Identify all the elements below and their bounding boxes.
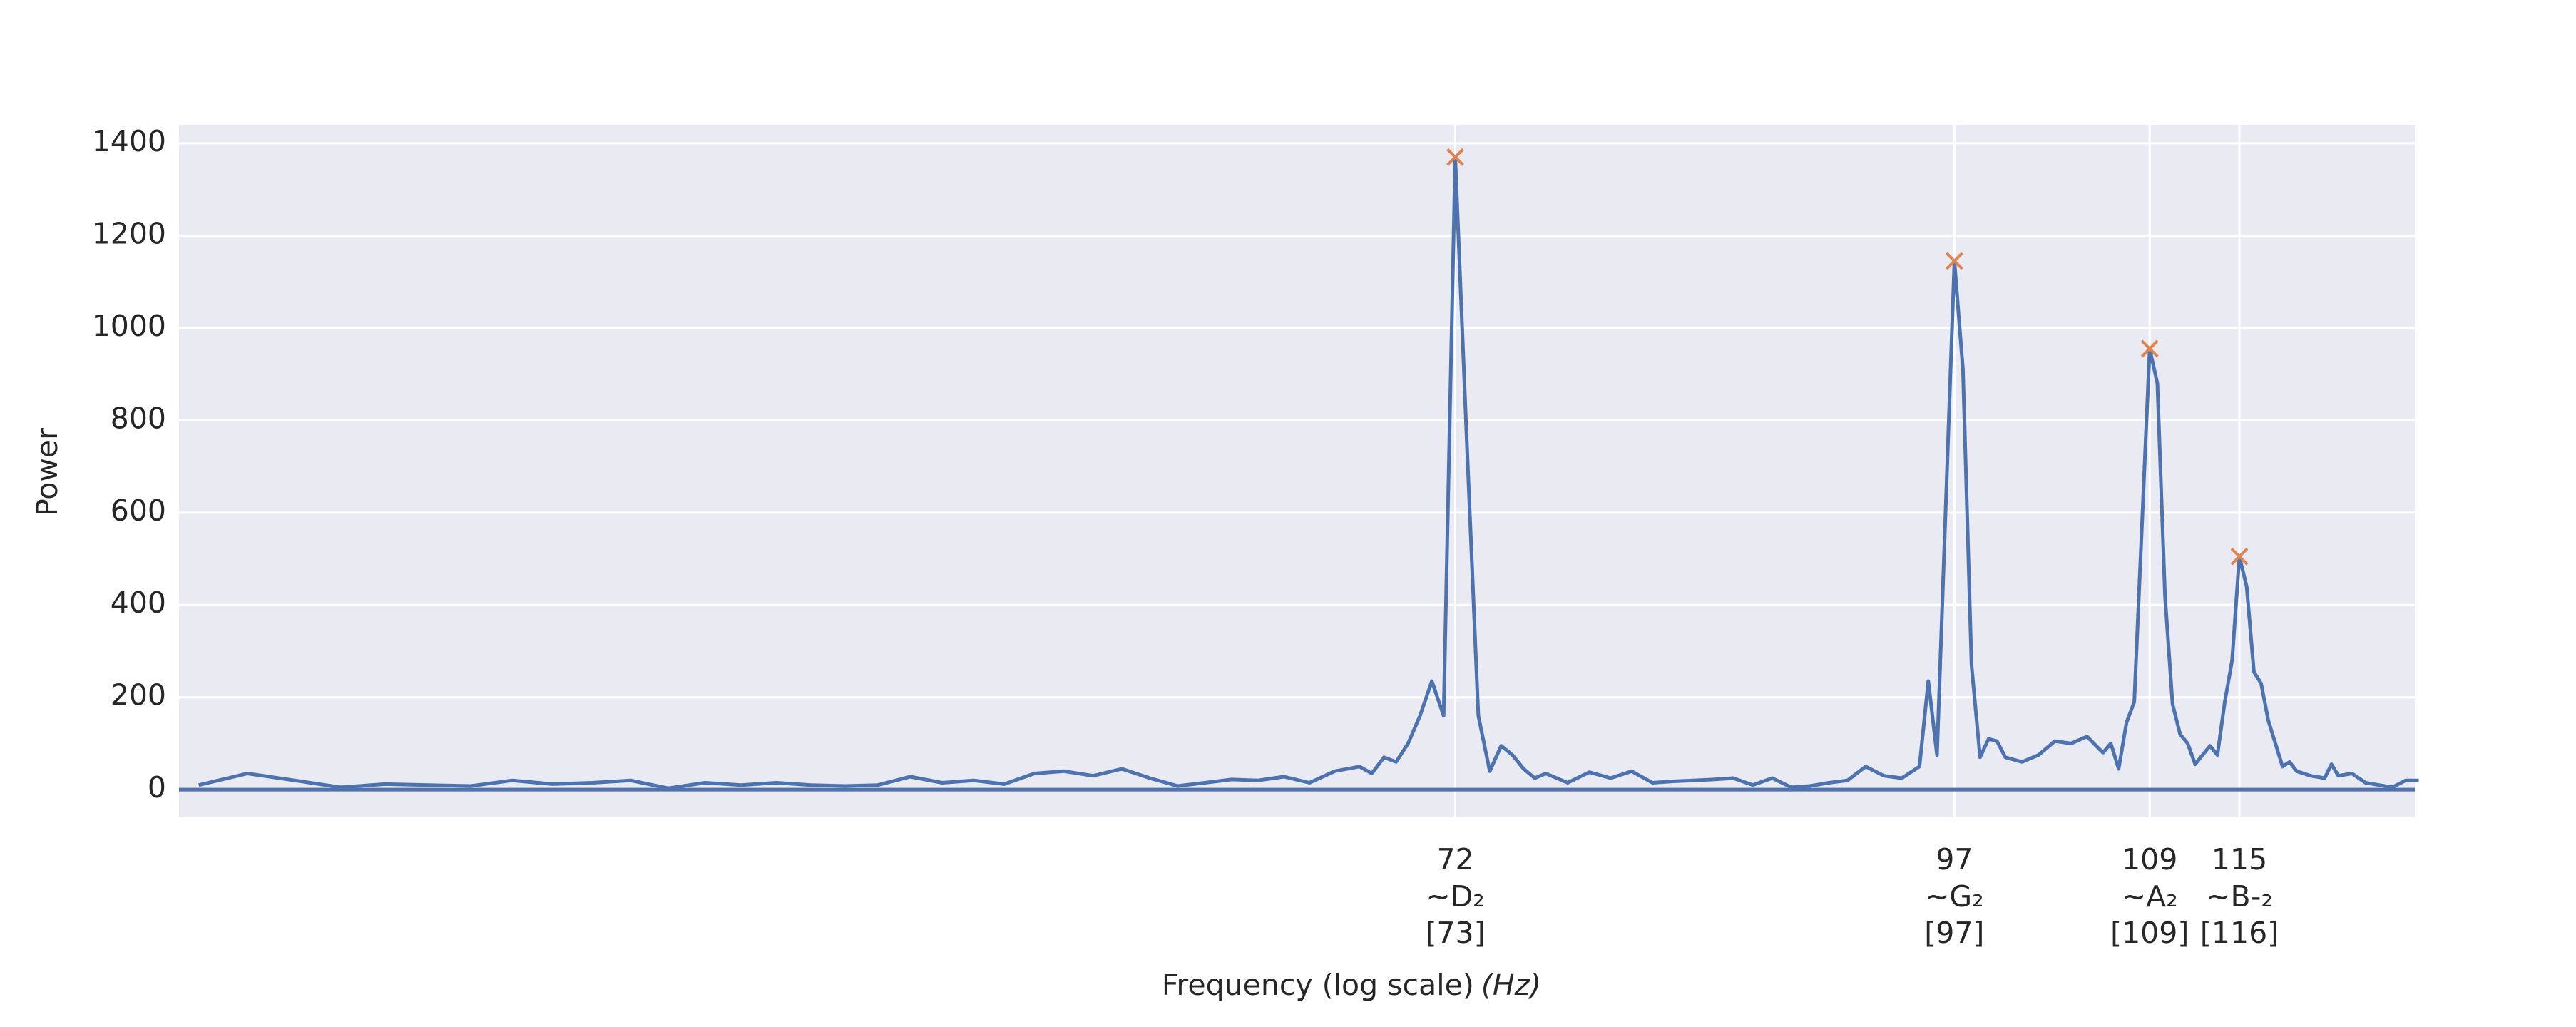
y-tick-label: 400: [111, 586, 166, 620]
y-axis-label: Power: [30, 428, 64, 516]
x-tick-sublabel: [97]: [1924, 916, 1984, 950]
peak-marker: [2230, 547, 2249, 566]
x-axis-label: Frequency (log scale) (Hz): [1162, 968, 1541, 1002]
plot-area: [179, 125, 2415, 817]
y-tick-label: 1200: [92, 216, 166, 250]
x-tick-sublabel: ~A₂: [2122, 879, 2178, 914]
x-tick-sublabel: ~B-₂: [2206, 879, 2273, 914]
x-axis-label-text: Frequency (log scale): [1162, 968, 1474, 1002]
y-tick-label: 200: [111, 678, 166, 712]
x-tick-label: 115: [2212, 842, 2267, 877]
peak-marker: [1945, 252, 1963, 270]
y-tick-label: 800: [111, 401, 166, 435]
x-tick-sublabel: [73]: [1425, 916, 1485, 950]
peak-marker: [2140, 339, 2159, 358]
data-line: [198, 155, 2419, 790]
x-tick-label: 109: [2122, 842, 2177, 877]
x-tick-label: 97: [1936, 842, 1973, 877]
x-tick-sublabel: [109]: [2110, 916, 2189, 950]
y-tick-label: 0: [148, 770, 166, 804]
y-tick-label: 1400: [92, 124, 166, 158]
x-tick-sublabel: [116]: [2200, 916, 2279, 950]
x-tick-label: 72: [1436, 842, 1473, 877]
peak-marker: [1446, 148, 1464, 166]
x-axis-unit: (Hz): [1481, 968, 1541, 1002]
x-tick-sublabel: ~D₂: [1426, 879, 1484, 914]
x-tick-sublabel: ~G₂: [1925, 879, 1984, 914]
y-tick-label: 1000: [92, 309, 166, 343]
y-tick-label: 600: [111, 494, 166, 528]
